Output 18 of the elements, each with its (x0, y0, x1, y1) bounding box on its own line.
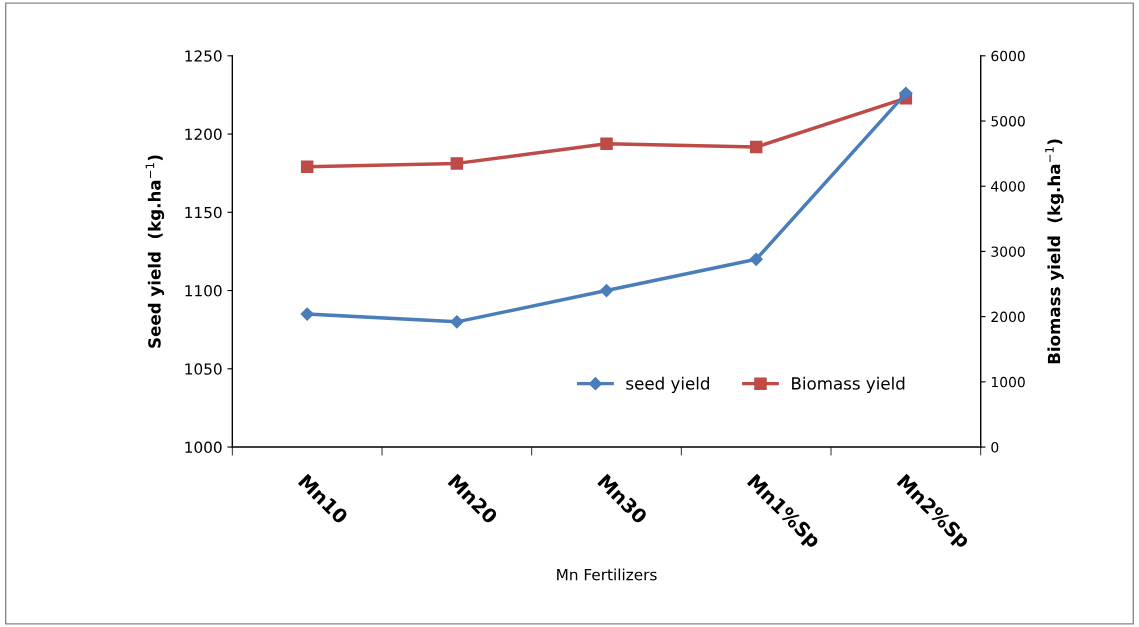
y2-tick-label: 1000 (991, 376, 1025, 388)
y2-tick-label: 6000 (991, 50, 1025, 62)
y-tick-label: 1050 (185, 363, 222, 375)
y2-tick-label: 4000 (991, 181, 1025, 192)
y-tick-label: 1200 (185, 128, 222, 141)
y2-tick-label: 0 (991, 442, 999, 453)
legend-label: seed yield (626, 376, 709, 393)
y2-axis-title: Biomass yield (kg.ha$^{−1}$) (1045, 139, 1064, 364)
y-tick-label: 1000 (185, 441, 222, 454)
y2-tick-label: 5000 (991, 115, 1025, 127)
y-axis-title: Seed yield (kg.ha$^{−1}$) (145, 155, 165, 348)
y-tick-label: 1150 (185, 206, 222, 219)
y-tick-label: 1250 (185, 50, 222, 62)
y-tick-label: 1100 (185, 285, 222, 297)
x-axis-title: Mn Fertilizers (557, 568, 657, 581)
legend-label: Biomass yield (792, 376, 905, 393)
y2-tick-label: 2000 (991, 311, 1025, 323)
y2-tick-label: 3000 (991, 246, 1025, 257)
